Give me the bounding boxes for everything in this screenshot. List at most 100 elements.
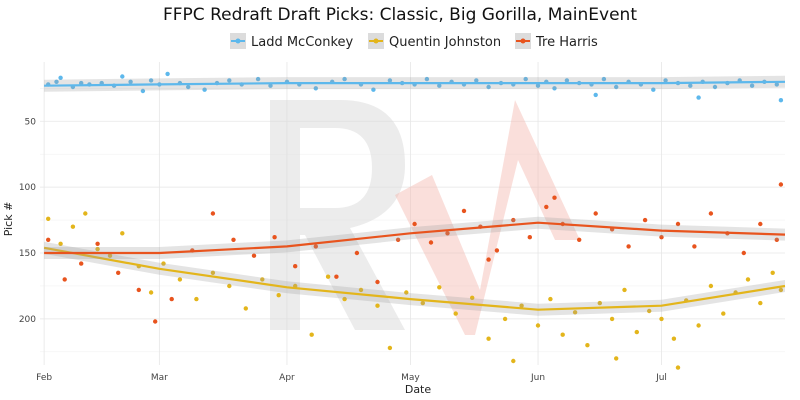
data-point	[663, 78, 668, 83]
data-point	[564, 78, 570, 83]
legend-key-dot	[235, 38, 241, 44]
trend-line	[43, 246, 786, 311]
data-point	[95, 241, 100, 246]
data-point	[601, 76, 607, 82]
data-point	[675, 365, 681, 370]
data-point	[688, 83, 693, 88]
data-point	[387, 78, 393, 83]
data-point	[358, 287, 364, 293]
data-point	[712, 84, 718, 90]
data-point	[614, 356, 619, 361]
data-point	[202, 87, 207, 92]
data-point	[148, 290, 154, 295]
data-point	[293, 264, 298, 269]
data-point	[272, 235, 277, 240]
data-point	[354, 250, 360, 256]
data-point	[486, 336, 491, 341]
data-point	[153, 319, 158, 324]
data-point	[511, 358, 516, 364]
data-point	[721, 311, 726, 316]
data-point	[404, 290, 409, 295]
data-point	[227, 78, 232, 83]
data-point	[494, 248, 500, 253]
y-tick-label: 200	[19, 315, 36, 325]
data-point	[371, 87, 376, 92]
data-point	[58, 241, 63, 246]
data-point	[758, 300, 763, 306]
data-point	[46, 216, 51, 221]
data-point	[120, 74, 125, 79]
data-point	[334, 274, 339, 279]
data-point	[428, 240, 434, 245]
data-point	[585, 343, 590, 348]
data-point	[552, 195, 557, 200]
legend-item: Tre Harris	[515, 33, 598, 50]
chart-title: FFPC Redraft Draft Picks: Classic, Big G…	[163, 5, 637, 25]
data-point	[70, 224, 76, 229]
data-point	[486, 257, 491, 262]
data-point	[313, 244, 318, 249]
data-point	[552, 86, 557, 91]
data-point	[696, 95, 701, 100]
data-point	[659, 316, 664, 322]
data-point	[186, 84, 191, 90]
data-point	[54, 79, 59, 85]
data-point	[276, 293, 281, 298]
data-point	[309, 332, 314, 337]
data-point	[511, 217, 516, 223]
data-point	[120, 231, 125, 236]
data-point	[642, 217, 648, 223]
data-point	[774, 237, 779, 242]
data-point	[255, 76, 261, 82]
data-point	[774, 82, 779, 87]
data-point	[614, 84, 619, 90]
data-point	[535, 83, 541, 88]
x-tick-label: Jul	[655, 373, 667, 383]
data-point	[395, 237, 401, 242]
data-point	[572, 310, 578, 315]
data-point	[778, 98, 784, 103]
data-point	[749, 83, 755, 88]
data-point	[107, 253, 113, 258]
data-point	[778, 182, 784, 187]
data-point	[62, 277, 67, 282]
data-point	[453, 311, 458, 316]
data-point	[548, 296, 553, 302]
data-point	[177, 277, 183, 282]
data-point	[622, 287, 627, 293]
y-tick-label: 150	[19, 249, 36, 259]
legend-key-dot	[520, 38, 526, 44]
data-point	[519, 303, 524, 308]
axes: 50 100 150 200 Feb Mar Apr May Jun Jul	[19, 117, 667, 383]
data-point	[260, 277, 265, 282]
data-point	[375, 303, 380, 308]
legend-item: Quentin Johnston	[368, 33, 501, 50]
data-point	[210, 211, 216, 216]
data-point	[243, 306, 248, 311]
data-point	[165, 71, 170, 77]
x-tick-label: Feb	[36, 373, 52, 383]
legend-label: Tre Harris	[535, 35, 598, 50]
data-point	[194, 296, 199, 302]
x-tick-label: Mar	[151, 373, 168, 383]
data-point	[597, 300, 602, 306]
data-point	[227, 283, 232, 289]
legend-label: Ladd McConkey	[251, 35, 354, 50]
data-point	[609, 316, 615, 322]
legend-item: Ladd McConkey	[230, 33, 354, 50]
data-point	[445, 231, 450, 236]
trend-confidence-band	[44, 241, 786, 316]
data-point	[470, 295, 475, 300]
data-point	[420, 300, 425, 306]
data-point	[535, 323, 541, 328]
data-point	[169, 296, 174, 302]
data-point	[412, 221, 417, 227]
data-point	[83, 211, 88, 216]
legend: Ladd McConkey Quentin Johnston Tre Harris	[230, 33, 598, 50]
data-point	[424, 76, 430, 82]
trend-lines	[43, 75, 786, 316]
data-point	[770, 270, 775, 275]
data-point	[387, 345, 393, 351]
data-point	[778, 287, 784, 293]
